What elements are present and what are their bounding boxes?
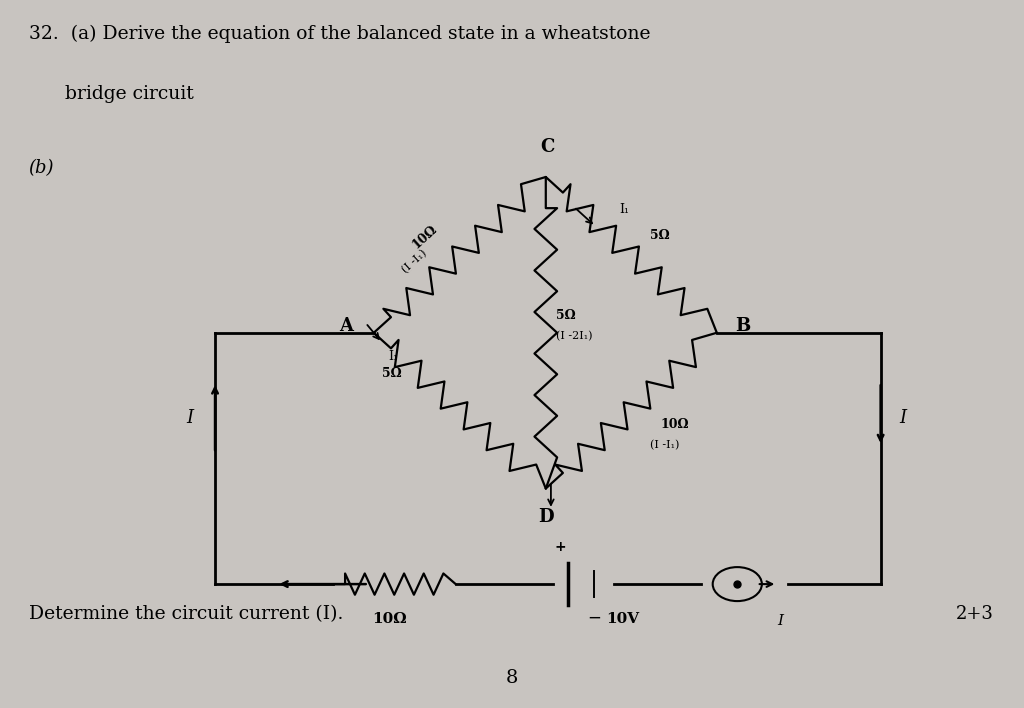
Text: I₁: I₁ [620,203,630,216]
Text: 5Ω: 5Ω [556,309,575,321]
Text: 10Ω: 10Ω [660,418,689,431]
Text: 32.  (a) Derive the equation of the balanced state in a wheatstone: 32. (a) Derive the equation of the balan… [29,25,650,43]
Text: 5Ω: 5Ω [650,229,670,241]
Text: C: C [541,138,555,156]
Text: 8: 8 [506,669,518,687]
Text: D: D [538,508,554,526]
Text: 5Ω: 5Ω [382,367,401,379]
Text: bridge circuit: bridge circuit [29,85,194,103]
Text: I: I [777,614,783,628]
Text: B: B [735,316,751,335]
Text: 2+3: 2+3 [955,605,993,623]
Text: I: I [186,409,193,427]
Text: (I -2I₁): (I -2I₁) [556,331,593,341]
Text: (I -I₁): (I -I₁) [400,249,429,275]
Text: Determine the circuit current (I).: Determine the circuit current (I). [29,605,343,623]
Text: (b): (b) [29,159,54,177]
Text: +: + [554,540,566,554]
Text: I₁: I₁ [388,350,398,363]
Text: A: A [339,316,353,335]
Text: (I -I₁): (I -I₁) [650,440,680,450]
Text: −: − [587,609,601,627]
Text: 10V: 10V [606,612,639,627]
Text: 10Ω: 10Ω [410,223,440,251]
Text: 10Ω: 10Ω [372,612,407,627]
Text: I: I [900,409,906,427]
